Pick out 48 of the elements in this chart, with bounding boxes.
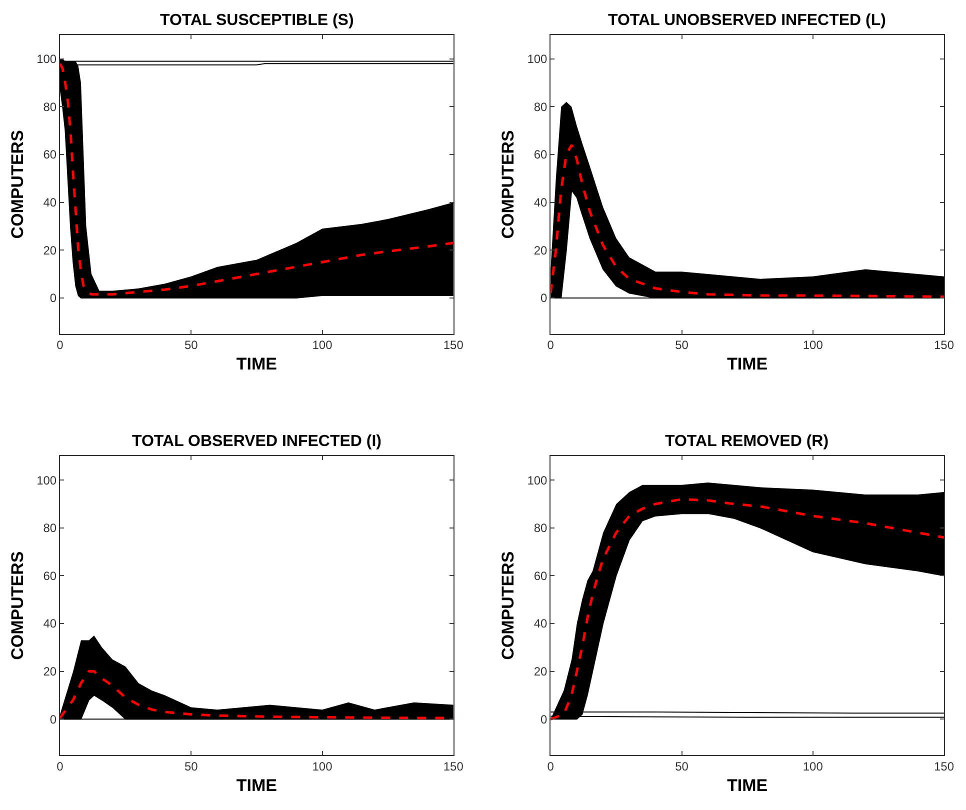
chart-title: TOTAL SUSCEPTIBLE (S)	[160, 12, 354, 29]
x-tick-label: 150	[934, 759, 954, 774]
y-tick-label: 20	[43, 243, 57, 258]
y-tick-label: 40	[534, 196, 548, 210]
y-tick-label: 40	[43, 196, 57, 210]
y-axis-title: COMPUTERS	[498, 130, 518, 239]
y-tick-label: 20	[534, 243, 548, 258]
y-tick-label: 0	[50, 291, 57, 306]
x-axis-title: TIME	[236, 354, 277, 374]
chart-title: TOTAL OBSERVED INFECTED (I)	[132, 433, 382, 450]
y-tick-label: 60	[43, 568, 57, 583]
x-axis-title: TIME	[727, 776, 768, 795]
x-tick-label: 150	[934, 338, 954, 352]
y-tick-label: 100	[36, 52, 57, 66]
y-tick-label: 100	[36, 473, 57, 488]
chart-title: TOTAL REMOVED (R)	[665, 433, 829, 450]
y-tick-label: 100	[527, 52, 548, 66]
x-tick-label: 50	[184, 338, 198, 352]
y-tick-label: 20	[43, 664, 57, 679]
x-tick-label: 150	[443, 759, 464, 774]
y-axis-title: COMPUTERS	[498, 551, 518, 660]
x-tick-label: 100	[802, 759, 824, 774]
x-tick-label: 100	[312, 338, 333, 352]
y-tick-label: 40	[534, 616, 548, 631]
y-tick-label: 40	[43, 616, 57, 631]
y-tick-label: 0	[540, 712, 548, 726]
x-tick-label: 100	[802, 338, 824, 352]
y-axis-title: COMPUTERS	[8, 551, 28, 660]
y-tick-label: 60	[534, 568, 548, 583]
x-tick-label: 50	[675, 338, 689, 352]
y-tick-label: 0	[540, 291, 548, 306]
y-tick-label: 80	[43, 521, 57, 536]
y-tick-label: 100	[527, 473, 548, 488]
x-tick-label: 50	[184, 759, 198, 774]
x-tick-label: 150	[443, 338, 464, 352]
y-tick-label: 60	[43, 148, 57, 162]
x-axis-title: TIME	[727, 354, 768, 374]
y-tick-label: 60	[534, 148, 548, 162]
chart-title: TOTAL UNOBSERVED INFECTED (L)	[608, 12, 886, 29]
y-tick-label: 80	[534, 100, 548, 114]
y-tick-label: 20	[534, 664, 548, 679]
x-tick-label: 100	[312, 759, 333, 774]
y-axis-title: COMPUTERS	[8, 130, 28, 239]
y-tick-label: 80	[534, 521, 548, 536]
x-axis-title: TIME	[236, 776, 277, 795]
y-tick-label: 80	[43, 100, 57, 114]
y-tick-label: 0	[50, 712, 57, 726]
x-tick-label: 50	[675, 759, 689, 774]
